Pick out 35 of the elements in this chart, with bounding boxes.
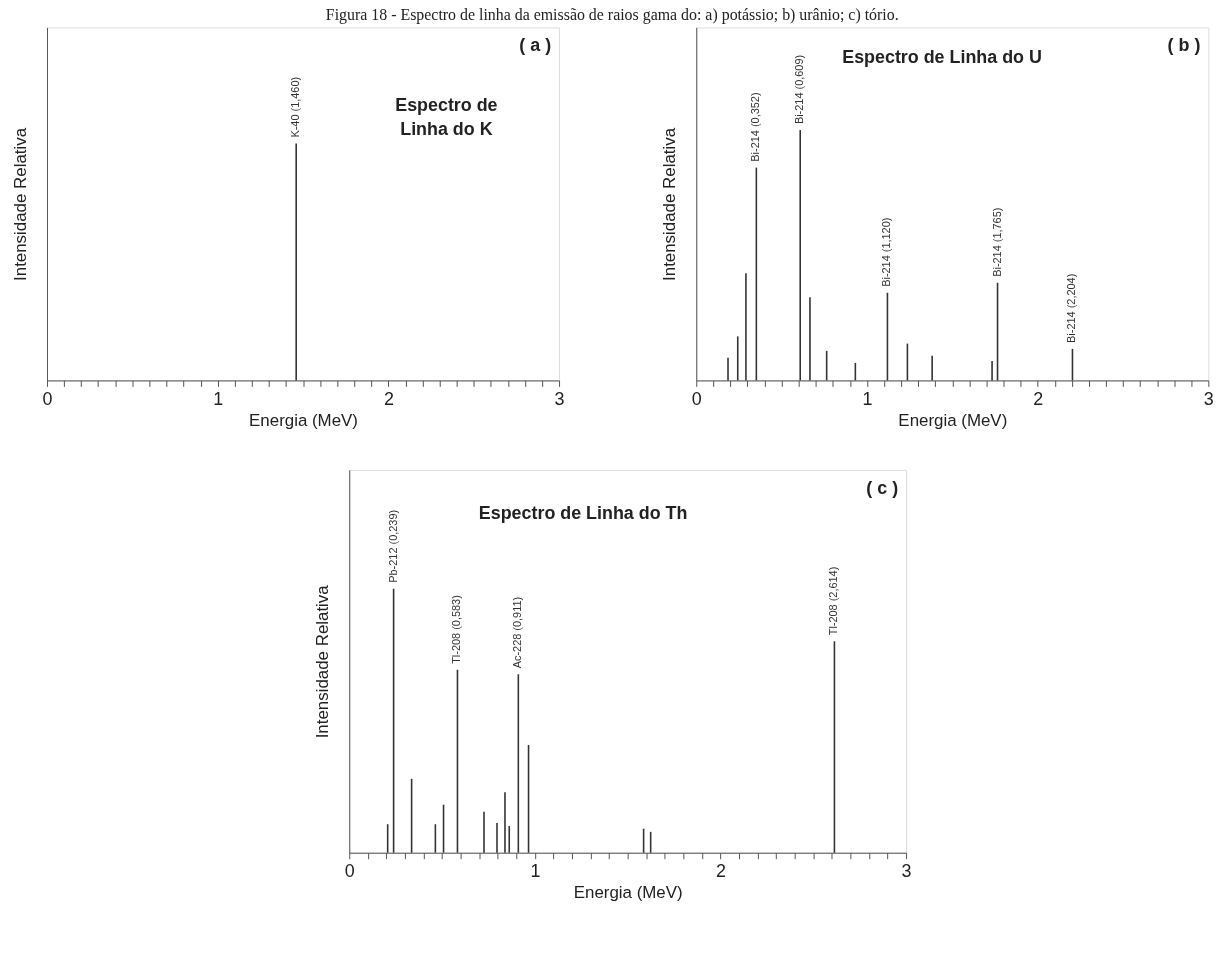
text: ( c ) [866, 477, 899, 498]
annotation: Bi-214 (1,120) [880, 217, 893, 287]
x-tick-label: 0 [344, 861, 355, 882]
x-tick-label: 1 [530, 861, 541, 882]
annotation: Bi-214 (1,765) [990, 207, 1003, 277]
chart-title: Espectro de Linha do Th [478, 502, 688, 523]
annotation: Pb-212 (0,239) [386, 509, 399, 583]
annotation: Ac-228 (0,911) [511, 596, 524, 669]
annotation: Bi-214 (0,609) [793, 54, 806, 125]
x-axis-title: Energia (MeV) [249, 410, 358, 430]
text: Figura 18 - Espectro de linha da emissão de raios gama do: a) potássio; b) urânio; c) tório. [325, 5, 899, 24]
annotation: Bi-214 (0,352) [749, 92, 762, 162]
x-tick-label: 3 [1203, 388, 1214, 409]
x-tick-label: 3 [554, 388, 565, 409]
x-axis-title: Energia (MeV) [898, 410, 1008, 430]
x-tick-label: 3 [901, 861, 912, 882]
text: ( b ) [1167, 35, 1201, 56]
x-tick-label: 2 [1033, 388, 1044, 409]
y-axis-title: Intensidade Relativa [312, 584, 332, 739]
annotation: Tl-208 (2,614) [827, 566, 840, 636]
x-tick-label: 2 [383, 388, 394, 409]
chart-title: Espectro de Linha do K [395, 94, 498, 139]
y-axis-title: Intensidade Relativa [659, 127, 679, 281]
chart-title: Espectro de Linha do U [842, 47, 1042, 68]
annotation: Tl-208 (0,583) [450, 595, 463, 664]
x-tick-label: 1 [213, 388, 224, 409]
x-tick-label: 0 [691, 388, 702, 409]
annotation: K-40 (1,460) [289, 76, 302, 138]
text: ( a ) [519, 35, 552, 56]
y-axis-title: Intensidade Relativa [10, 127, 30, 281]
x-tick-label: 1 [862, 388, 873, 409]
x-tick-label: 2 [715, 861, 726, 882]
x-axis-title: Energia (MeV) [573, 882, 683, 902]
x-tick-label: 0 [42, 388, 53, 409]
annotation: Bi-214 (2,204) [1065, 273, 1078, 343]
